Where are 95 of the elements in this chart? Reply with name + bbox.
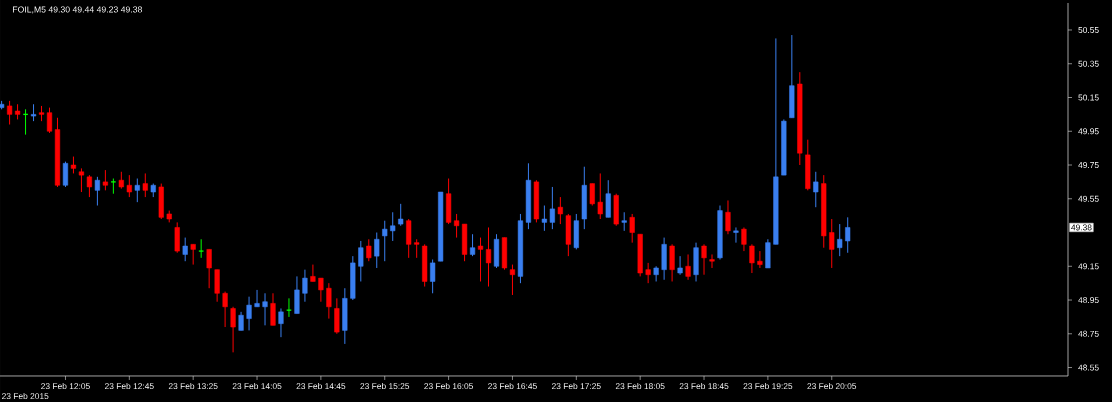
candlestick — [174, 221, 180, 254]
candlestick — [741, 226, 747, 252]
candlestick — [757, 250, 763, 269]
candlestick — [605, 179, 611, 218]
candlestick — [78, 167, 85, 193]
candlestick — [366, 238, 372, 262]
candlestick — [677, 255, 683, 276]
y-tick-label: 48.75 — [1078, 330, 1099, 337]
candlestick — [837, 223, 843, 257]
candlestick — [653, 265, 659, 282]
candlestick — [845, 216, 851, 254]
candlestick — [254, 289, 260, 308]
annotation: 49.38 — [1071, 224, 1092, 231]
candlestick — [733, 226, 739, 244]
candlestick — [285, 297, 292, 318]
x-tick-label: 23 Feb 20:05 — [807, 382, 857, 390]
candlestick — [310, 264, 316, 282]
y-tick-label: 49.95 — [1078, 128, 1099, 135]
candlestick — [270, 292, 276, 326]
x-tick-label: 23 Feb 12:45 — [104, 382, 154, 390]
candlestick — [142, 172, 148, 198]
candlestick — [230, 306, 236, 353]
candlestick — [685, 253, 691, 281]
candlestick — [629, 213, 635, 244]
candlestick — [725, 199, 731, 235]
candlestick — [374, 232, 380, 269]
y-tick-label: 50.55 — [1078, 27, 1099, 33]
candlestick — [749, 243, 755, 274]
candlestick — [46, 107, 53, 134]
candlestick — [430, 259, 436, 294]
candlestick — [829, 218, 835, 269]
x-tick-label: 23 Feb 18:05 — [615, 382, 665, 390]
candlestick — [406, 218, 412, 259]
candlestick — [382, 220, 388, 262]
text: 23 Feb 2015 — [2, 392, 49, 400]
chart-title: FOIL,M5 49.30 49.44 49.23 49.38 — [13, 6, 142, 14]
candlestick — [134, 178, 140, 203]
candlestick — [549, 186, 555, 230]
candlestick — [414, 238, 420, 259]
candlestick — [709, 253, 715, 269]
x-tick-label: 23 Feb 12:05 — [41, 382, 90, 390]
candlestick — [597, 172, 603, 220]
candlestick — [477, 237, 484, 282]
x-tick-label: 23 Feb 13:25 — [168, 382, 218, 390]
candlestick — [398, 203, 404, 227]
candlestick — [326, 282, 332, 320]
y-tick-label: 50.35 — [1078, 60, 1099, 67]
y-tick-label: 49.15 — [1078, 263, 1099, 270]
candlestick — [701, 243, 707, 276]
candlestick — [246, 296, 252, 331]
candlestick — [190, 243, 196, 266]
candlestick — [214, 269, 220, 303]
x-tick-label: 23 Feb 14:45 — [296, 382, 346, 390]
candlestick — [302, 269, 308, 303]
candlestick — [294, 275, 300, 315]
x-tick-label: 23 Feb 16:05 — [424, 382, 473, 390]
candlestick — [485, 226, 492, 288]
candlestick — [469, 233, 476, 257]
y-tick-label: 48.55 — [1078, 364, 1099, 371]
x-tick-label: 23 Feb 19:25 — [743, 382, 793, 390]
candlestick — [541, 205, 547, 232]
candlestick — [102, 169, 108, 191]
candlestick — [589, 183, 595, 207]
candlestick — [126, 174, 132, 198]
candlestick — [390, 211, 396, 242]
candlestick — [182, 237, 188, 262]
candlestick — [222, 291, 228, 328]
candlestick — [509, 264, 516, 296]
candlestick — [557, 196, 563, 225]
y-tick-label: 49.55 — [1078, 195, 1099, 202]
candlestick — [454, 213, 460, 239]
candlestick — [94, 176, 100, 207]
x-tick-label: 23 Feb 14:05 — [232, 382, 282, 390]
candlestick — [669, 243, 675, 282]
candlestick — [334, 297, 340, 335]
candlestick — [86, 174, 92, 198]
candlestick — [813, 171, 819, 208]
candlestick — [318, 277, 324, 303]
x-tick-label: 23 Feb 17:25 — [551, 382, 601, 390]
candlestick — [238, 311, 244, 331]
x-tick-label: 23 Feb 15:25 — [360, 382, 410, 390]
candlestick — [262, 292, 268, 326]
candlestick — [62, 161, 69, 188]
candlestick — [278, 307, 284, 338]
candlestick — [621, 211, 627, 232]
y-tick-label: 48.95 — [1078, 297, 1099, 304]
x-tick-label: 23 Feb 16:45 — [488, 382, 537, 390]
y-tick-label: 50.15 — [1078, 94, 1099, 101]
candlestick — [645, 262, 651, 284]
y-tick-label: 49.75 — [1078, 162, 1099, 168]
candlestick — [358, 240, 364, 282]
candlestick — [206, 248, 212, 289]
candlestick — [7, 100, 13, 126]
candlestick — [198, 238, 205, 259]
x-tick-label: 23 Feb 18:45 — [679, 382, 729, 390]
